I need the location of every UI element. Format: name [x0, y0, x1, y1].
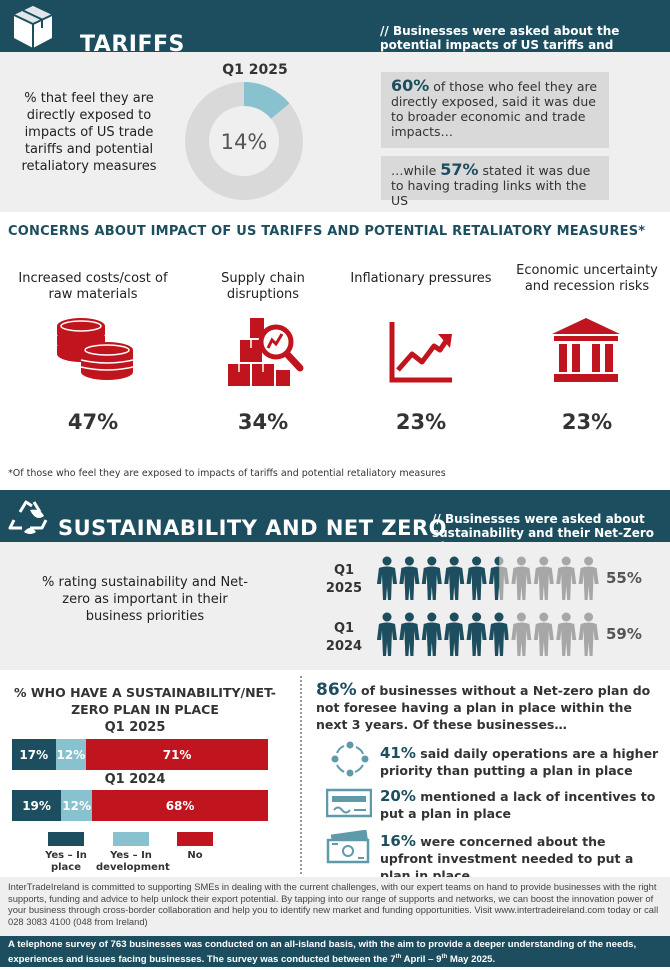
concern-value-economic: 23% — [561, 410, 613, 434]
bar-segment: 19% — [12, 790, 62, 821]
survey-sup-1: th — [395, 954, 402, 961]
survey-text-c: May 2025. — [447, 954, 496, 966]
concern-label-economic: Economic uncertainty and recession risks — [516, 263, 658, 294]
reason-incentives: 20% mentioned a lack of incentives to pu… — [380, 788, 662, 822]
people-row-2025-value: 55% — [606, 569, 642, 587]
exposure-donut — [185, 82, 303, 200]
box1-pct: 60% — [391, 76, 430, 95]
survey-text-a: A telephone survey of 763 businesses was… — [8, 939, 637, 966]
plan-bar-2025: 17% 12% 71% — [12, 739, 268, 770]
survey-text-b: April – 9 — [401, 954, 442, 966]
column-divider — [300, 676, 302, 874]
donut-value: 14% — [220, 130, 268, 154]
people-row-2025-period: Q1 2025 — [325, 563, 363, 596]
bar-segment: 71% — [86, 739, 268, 770]
reason-investment-pct: 16% — [380, 832, 416, 850]
sustainability-header — [0, 490, 670, 542]
concerns-title: CONCERNS ABOUT IMPACT OF US TARIFFS AND … — [8, 224, 646, 239]
legend-swatch-dev — [113, 832, 149, 846]
box-icon — [13, 6, 53, 48]
bar-segment: 68% — [92, 790, 268, 821]
footer-survey-text: A telephone survey of 763 businesses was… — [0, 936, 670, 970]
legend-label-no: No — [187, 850, 203, 861]
people-row-2024-period: Q1 2024 — [325, 621, 363, 654]
concern-value-supply: 34% — [237, 410, 289, 434]
legend-label-dev: Yes – In development — [96, 850, 170, 873]
people-pictogram — [377, 556, 599, 600]
recycle-icon — [8, 500, 48, 534]
supply-chain-icon — [228, 318, 304, 386]
rating-label: % rating sustainability and Net-zero as … — [42, 575, 248, 624]
footer-about-text: InterTradeIreland is committed to suppor… — [8, 881, 659, 927]
reason-investment-text: were concerned about the upfront investm… — [380, 834, 634, 883]
concern-label-costs: Increased costs/cost of raw materials — [18, 271, 168, 302]
concern-value-inflation: 23% — [395, 410, 447, 434]
plan-title: % WHO HAVE A SUSTAINABILITY/NET-ZERO PLA… — [14, 685, 276, 717]
box1-text: of those who feel they are directly expo… — [391, 79, 598, 139]
no-plan-statement: 86% of businesses without a Net-zero pla… — [316, 682, 662, 733]
cheque-icon — [326, 788, 372, 818]
bar-segment: 17% — [12, 739, 56, 770]
box2-text: stated it was due to having trading link… — [391, 163, 591, 208]
no-plan-text: of businesses without a Net-zero plan do… — [316, 683, 651, 732]
bar-segment: 12% — [55, 739, 87, 770]
reason-operations: 41% said daily operations are a higher p… — [380, 745, 662, 779]
reason-operations-pct: 41% — [380, 744, 416, 762]
people-row-2025 — [376, 556, 600, 602]
sustainability-title: SUSTAINABILITY AND NET ZERO — [58, 516, 447, 540]
survey-sup-2: th — [441, 954, 448, 961]
legend-label-yes: Yes – In place — [45, 850, 87, 873]
plan-bar-2024: 19% 12% 68% — [12, 790, 268, 821]
exposed-label: % that feel they are directly exposed to… — [21, 91, 157, 174]
broader-impacts-box: 60% of those who feel they are directly … — [381, 72, 609, 148]
footer-survey-panel: A telephone survey of 763 businesses was… — [0, 936, 670, 967]
donut-period: Q1 2025 — [222, 62, 288, 78]
tariffs-header — [0, 0, 670, 52]
concerns-footnote: *Of those who feel they are exposed to i… — [8, 468, 446, 479]
bank-icon — [552, 318, 620, 382]
trading-links-box: …while 57% stated it was due to having t… — [381, 156, 609, 208]
people-row-2024-value: 59% — [606, 625, 642, 643]
concern-value-costs: 47% — [67, 410, 119, 434]
concern-label-inflation: Inflationary pressures — [350, 271, 492, 286]
legend-swatch-yes — [48, 832, 84, 846]
reason-operations-text: said daily operations are a higher prior… — [380, 746, 659, 778]
rising-chart-icon — [389, 322, 452, 383]
concern-label-supply: Supply chain disruptions — [221, 271, 305, 302]
plan-period-2024: Q1 2024 — [104, 772, 166, 787]
reason-incentives-text: mentioned a lack of incentives to put a … — [380, 789, 656, 821]
sustainability-note: // Businesses were asked about sustainab… — [432, 512, 655, 554]
legend-swatch-no — [177, 832, 213, 846]
bar-segment: 12% — [61, 790, 93, 821]
no-plan-pct: 86% — [316, 680, 357, 700]
people-row-2024 — [376, 612, 600, 658]
plan-period-2025: Q1 2025 — [104, 720, 166, 735]
cycle-icon — [331, 741, 369, 777]
people-pictogram — [377, 612, 599, 656]
money-icon — [326, 830, 370, 864]
sustainability-panel — [0, 542, 670, 670]
box2-pct: 57% — [440, 160, 479, 179]
box2-prefix: …while — [391, 163, 441, 178]
coins-icon — [57, 318, 134, 380]
reason-incentives-pct: 20% — [380, 787, 416, 805]
footer-about-panel: InterTradeIreland is committed to suppor… — [0, 877, 670, 936]
